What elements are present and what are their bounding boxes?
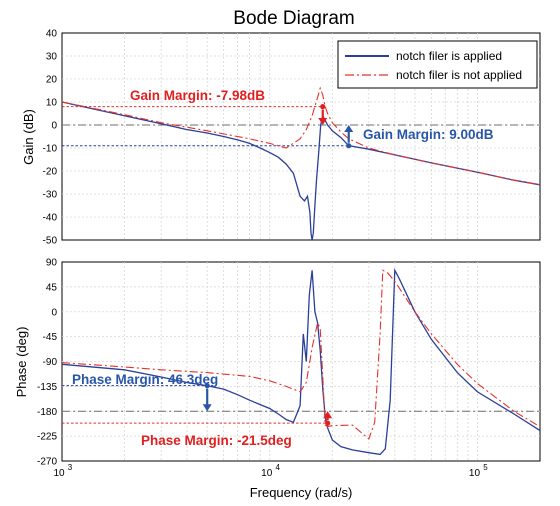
x-tick-label: 10	[53, 468, 65, 479]
x-tick-exponent: 5	[483, 463, 488, 472]
phase-axes-frame	[61, 261, 541, 462]
legend: notch filer is applied notch filer is no…	[337, 40, 538, 89]
y-tick-label: 40	[46, 29, 58, 40]
y-tick-label: 30	[46, 52, 58, 63]
series-phase-notch-not-applied	[61, 269, 541, 440]
x-axis-label: Frequency (rad/s)	[250, 485, 353, 500]
y-tick-label: -20	[43, 167, 58, 178]
y-tick-label: 0	[51, 307, 57, 318]
margin-marker	[320, 104, 326, 110]
chart-title: Bode Diagram	[233, 8, 354, 29]
series-magnitude-notch-not-applied	[61, 86, 541, 186]
margin-annotation-label: Gain Margin: -7.98dB	[130, 88, 265, 103]
y-tick-label: -135	[37, 382, 57, 393]
magnitude-grid	[62, 33, 540, 240]
y-tick-label: -50	[43, 236, 58, 247]
y-tick-label: -30	[43, 190, 58, 201]
y-tick-label: -180	[37, 407, 57, 418]
y-tick-label: 0	[51, 121, 57, 132]
x-tick-exponent: 4	[276, 463, 281, 472]
margin-arrow-head	[344, 125, 354, 132]
phase-ylabel: Phase (deg)	[14, 327, 29, 398]
phase-y-ticks: 90 45 0 -45 -90 -135 -180 -225 -270	[37, 258, 57, 468]
phase-series	[61, 267, 541, 456]
margin-marker	[346, 143, 352, 149]
y-tick-label: -225	[37, 432, 57, 443]
x-tick-label: 10	[261, 468, 273, 479]
margin-marker	[204, 383, 210, 389]
phase-grid	[62, 262, 540, 461]
x-tick-label: 10	[469, 468, 481, 479]
margin-annotation-label: Phase Margin: 46.3deg	[72, 372, 218, 387]
y-tick-label: -40	[43, 213, 58, 224]
y-tick-label: -10	[43, 144, 58, 155]
y-tick-label: -45	[43, 332, 58, 343]
magnitude-y-ticks: 40 30 20 10 0 -10 -20 -30 -40 -50	[43, 29, 58, 247]
legend-box	[337, 40, 538, 89]
phase-annotations: Phase Margin: 46.3deg Phase Margin: -21.5…	[72, 372, 333, 448]
series-phase-notch-applied	[61, 267, 541, 456]
y-tick-label: 45	[46, 282, 58, 293]
y-tick-label: 90	[46, 258, 58, 269]
legend-not-applied: notch filer is not applied	[396, 68, 522, 82]
margin-arrow-head	[318, 118, 328, 125]
legend-applied: notch filer is applied	[396, 49, 502, 63]
margin-arrow-head	[202, 404, 212, 412]
margin-arrow-head	[323, 411, 333, 419]
margin-annotation-label: Phase Margin: -21.5deg	[141, 433, 292, 448]
y-tick-label: 20	[46, 75, 58, 86]
x-tick-exponent: 3	[68, 463, 73, 472]
magnitude-reference-lines	[62, 106, 540, 147]
y-tick-label: -90	[43, 357, 58, 368]
margin-marker	[325, 420, 331, 426]
y-tick-label: 10	[46, 98, 58, 109]
margin-annotation-label: Gain Margin: 9.00dB	[363, 127, 494, 142]
magnitude-ylabel: Gain (dB)	[21, 109, 36, 165]
magnitude-annotations: Gain Margin: -7.98dB Gain Margin: 9.00dB	[130, 88, 494, 149]
y-tick-label: -270	[37, 457, 57, 468]
phase-reference-lines	[62, 385, 540, 424]
